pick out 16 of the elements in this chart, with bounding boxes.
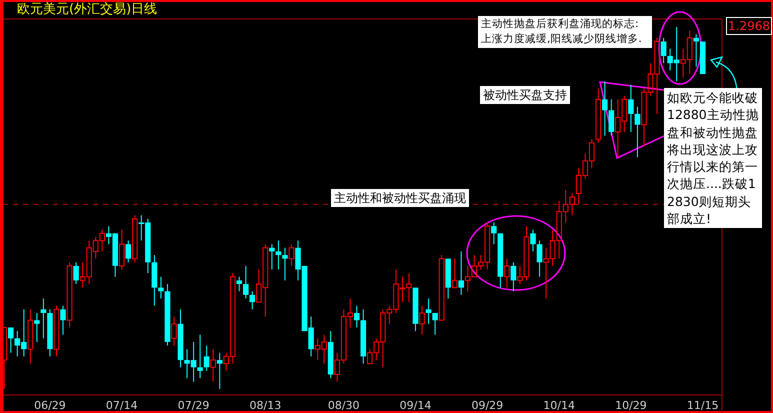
x-tick-label: 07/14 (106, 399, 138, 412)
annotation: 被动性买盘支持 (480, 86, 570, 104)
x-tick-label: 10/29 (615, 399, 647, 412)
x-tick-label: 09/14 (400, 399, 432, 412)
x-tick-label: 09/29 (471, 399, 504, 412)
chart-title: 欧元美元(外汇交易)日线 (17, 1, 158, 17)
annotation: 如欧元今能收破12880主动性抛盘和被动性抛盘将出现这波上攻行情以来的第一次抛压....跌破12830则短期头部成立! (664, 88, 762, 228)
x-tick-label: 08/13 (250, 399, 282, 412)
x-tick-label: 10/14 (543, 399, 575, 412)
annotation: 主动性抛盘后获利盘涌现的标志:上涨力度减缓,阳线减少阴线增多. (478, 16, 652, 48)
x-tick-label: 07/29 (178, 399, 210, 412)
x-tick-label: 11/15 (686, 399, 719, 412)
x-tick-label: 08/30 (328, 399, 360, 412)
annotation: 主动性和被动性买盘涌现 (331, 189, 469, 207)
x-tick-label: 06/29 (34, 399, 66, 412)
text: 1.2968 (726, 17, 772, 35)
